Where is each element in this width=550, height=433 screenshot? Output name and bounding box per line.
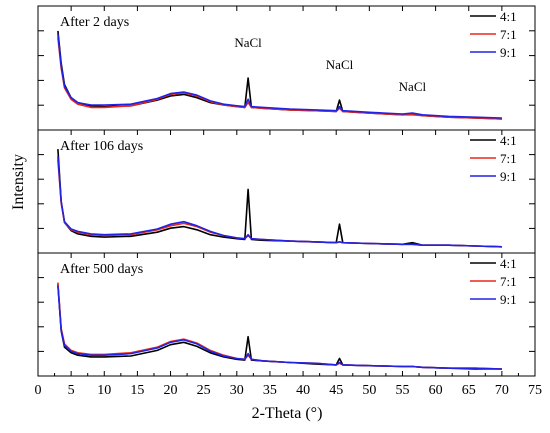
x-tick-label: 70	[495, 383, 509, 398]
y-axis-label: Intensity	[10, 154, 27, 210]
x-tick-label: 50	[362, 383, 376, 398]
panel-1: After 2 days 4:1 7:1 9:1 NaCl NaCl NaCl	[37, 5, 536, 131]
panels-layer: After 2 days 4:1 7:1 9:1 NaCl NaCl NaCl After 1…	[37, 5, 536, 377]
panel-title: After 500 days	[60, 262, 143, 277]
panel-title: After 2 days	[60, 15, 129, 30]
x-tick-label: 20	[164, 383, 178, 398]
panel-2: After 106 days 4:1 7:1 9:1	[37, 129, 536, 254]
series-line-7-1	[57, 37, 502, 120]
series-line-9-1	[57, 156, 502, 248]
legend-label: 4:1	[500, 256, 517, 271]
x-tick-label: 40	[296, 383, 310, 398]
x-tick-label: 60	[429, 383, 443, 398]
legend-label: 7:1	[500, 27, 517, 42]
series-line-4-1	[57, 149, 502, 248]
x-tick-label: 25	[197, 383, 211, 398]
x-tick-label: 15	[130, 383, 144, 398]
annotation-nacl: NaCl	[326, 57, 354, 72]
legend-label: 4:1	[500, 9, 517, 24]
x-tick-label: 55	[395, 383, 409, 398]
series-line-9-1	[57, 34, 502, 119]
x-tick-label: 65	[462, 383, 476, 398]
x-tick-label: 5	[68, 383, 75, 398]
x-tick-label: 75	[528, 383, 542, 398]
legend-label: 9:1	[500, 45, 517, 60]
legend-label: 4:1	[500, 133, 517, 148]
x-axis: 0 5 10 15 20 25 30 35 40 45 50 55 60 65 70 75	[35, 371, 542, 398]
x-tick-label: 45	[329, 383, 343, 398]
series-line-9-1	[57, 285, 502, 370]
legend-label: 7:1	[500, 151, 517, 166]
x-tick-label: 0	[35, 383, 42, 398]
x-tick-label: 30	[230, 383, 244, 398]
series-line-4-1	[57, 284, 502, 370]
panel-title: After 106 days	[60, 139, 143, 154]
x-tick-label: 35	[263, 383, 277, 398]
annotation-nacl: NaCl	[399, 79, 427, 94]
x-axis-label: 2-Theta (°)	[252, 405, 323, 422]
x-tick-label: 10	[97, 383, 111, 398]
legend-label: 9:1	[500, 292, 517, 307]
panel-3: After 500 days 4:1 7:1 9:1	[37, 252, 536, 377]
legend-label: 9:1	[500, 169, 517, 184]
legend-label: 7:1	[500, 274, 517, 289]
annotation-nacl: NaCl	[234, 35, 262, 50]
